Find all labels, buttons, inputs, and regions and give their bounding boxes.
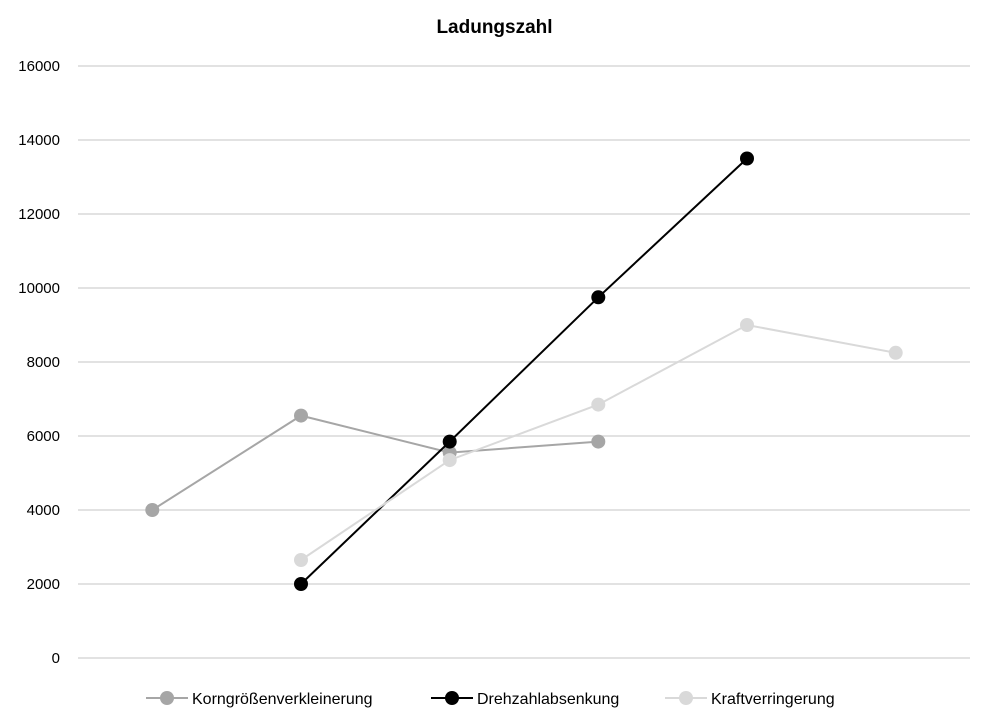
- y-tick-label: 6000: [27, 428, 60, 445]
- chart-title: Ladungszahl: [436, 17, 552, 38]
- data-point: [740, 318, 754, 332]
- data-point: [591, 290, 606, 305]
- y-tick-label: 8000: [27, 354, 60, 371]
- gridlines: [78, 65, 970, 659]
- data-point: [740, 151, 754, 166]
- data-point: [294, 577, 308, 591]
- legend-item: Korngrößenverkleinerung: [146, 691, 373, 708]
- data-point: [294, 408, 308, 423]
- series-3: [294, 318, 903, 567]
- legend-label: Kraftverringerung: [711, 691, 835, 708]
- series-2: [294, 151, 754, 591]
- y-tick-label: 12000: [18, 206, 60, 223]
- y-tick-label: 2000: [27, 576, 60, 593]
- legend: Korngrößenverkleinerung Drehzahlabsenkung…: [146, 691, 835, 708]
- y-tick-label: 16000: [18, 58, 60, 75]
- series-line: [300, 157, 748, 585]
- legend-item: Drehzahlabsenkung: [431, 691, 619, 708]
- y-tick-label: 10000: [18, 280, 60, 297]
- legend-marker: [445, 691, 459, 705]
- series-line: [151, 414, 599, 511]
- series-lines: [145, 151, 903, 591]
- legend-marker: [160, 691, 174, 705]
- data-point: [442, 434, 457, 449]
- legend-item: Kraftverringerung: [665, 691, 835, 708]
- data-point: [145, 503, 160, 517]
- y-tick-label: 0: [52, 650, 60, 667]
- y-tick-label: 14000: [18, 132, 60, 149]
- legend-marker: [679, 691, 693, 705]
- data-point: [591, 397, 606, 412]
- series-1: [145, 408, 606, 517]
- data-point: [591, 434, 606, 449]
- legend-label: Korngrößenverkleinerung: [192, 691, 373, 708]
- data-point: [442, 453, 457, 468]
- y-tick-label: 4000: [27, 502, 60, 519]
- y-axis-tick-labels: 0 2000 4000 6000 8000 10000 12000 14000 16000: [18, 58, 60, 667]
- legend-label: Drehzahlabsenkung: [477, 691, 619, 708]
- data-point: [294, 553, 308, 567]
- data-point: [888, 345, 903, 360]
